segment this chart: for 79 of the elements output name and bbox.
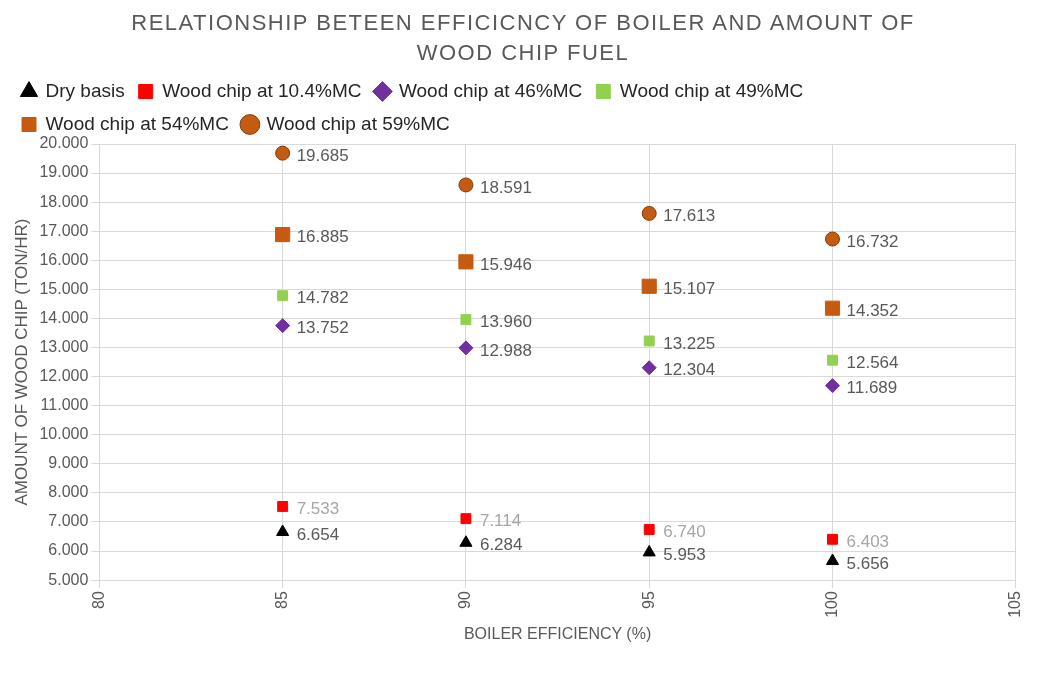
y-tick-label: 12.000 [39,367,89,384]
y-tick-label: 13.000 [39,337,89,355]
chart-title: RELATIONSHIP BETEEN EFFICICNCY OF BOILER AND AMOUNT OF WOOD CHIP FUEL [130,9,916,67]
y-tick-label: 10.000 [39,425,89,443]
data-label: 14.782 [296,288,349,308]
data-label: 15.946 [479,254,532,274]
data-label: 16.732 [846,231,899,251]
y-tick-label: 20.000 [39,134,89,152]
point [460,314,472,326]
point [641,360,657,376]
y-tick-label: 5.000 [48,570,89,588]
y-tick-label: 17.000 [39,221,89,239]
point [825,231,841,247]
data-label: 16.885 [296,227,349,247]
legend-label: Dry basis [45,79,125,101]
point [643,524,655,535]
data-label: 6.740 [663,522,706,542]
point [641,205,657,221]
data-label: 11.689 [846,378,898,398]
x-tick-label: 100 [822,591,840,618]
y-tick-label: 9.000 [48,454,89,472]
y-tick-label: 18.000 [39,192,89,210]
data-label: 13.960 [479,312,532,332]
data-label: 7.114 [479,511,522,531]
point [460,513,472,525]
point [827,354,838,366]
x-tick-label: 85 [273,591,291,609]
legend-label: Wood chip at 59%MC [266,112,450,134]
legend-label: Wood chip at 49%MC [619,79,804,101]
point [458,340,474,356]
data-label: 6.654 [296,524,340,544]
x-axis-title: BOILER EFFICIENCY (%) [463,624,652,642]
legend-label: Wood chip at 46%MC [398,79,583,101]
legend-label: Wood chip at 10.4%MC [162,79,362,101]
point [459,535,473,547]
x-tick-label: 80 [89,591,107,609]
data-label: 14.352 [846,300,899,320]
point [277,501,289,512]
x-tick-label: 105 [1006,591,1024,618]
point [824,300,841,316]
data-label: 18.591 [479,177,532,197]
data-label: 13.752 [296,318,349,338]
data-label: 12.304 [663,360,716,380]
point [642,544,656,557]
point [458,254,474,270]
point [276,524,290,537]
y-tick-label: 15.000 [39,279,89,297]
point [825,553,840,566]
point [275,145,291,161]
y-tick-label: 11.000 [40,396,89,414]
y-tick-label: 14.000 [39,308,89,326]
point [275,318,291,334]
data-label: 12.564 [846,352,899,372]
data-label: 6.284 [479,535,523,555]
point [827,533,838,545]
legend-label: Wood chip at 54%MC [45,112,229,134]
data-label: 6.403 [846,532,890,551]
data-label: 13.225 [663,333,716,353]
point [458,177,474,193]
point [275,226,291,243]
data-label: 7.533 [296,499,340,519]
y-tick-label: 16.000 [39,250,89,268]
data-label: 5.953 [663,545,706,565]
y-axis-title: AMOUNT OF WOOD CHIP (TON/HR) [11,218,31,506]
point [277,290,289,302]
data-label: 17.613 [663,206,716,226]
point [641,278,657,294]
y-tick-label: 7.000 [48,512,89,530]
y-tick-label: 19.000 [39,163,89,181]
point [825,378,841,394]
data-label: 15.107 [663,278,716,298]
x-tick-label: 90 [456,591,474,609]
y-tick-label: 8.000 [48,483,89,501]
data-label: 5.656 [846,553,890,573]
data-label: 12.988 [479,340,532,360]
data-label: 19.685 [296,145,349,165]
point [643,335,655,347]
y-tick-label: 6.000 [48,541,89,559]
x-tick-label: 95 [639,591,657,609]
